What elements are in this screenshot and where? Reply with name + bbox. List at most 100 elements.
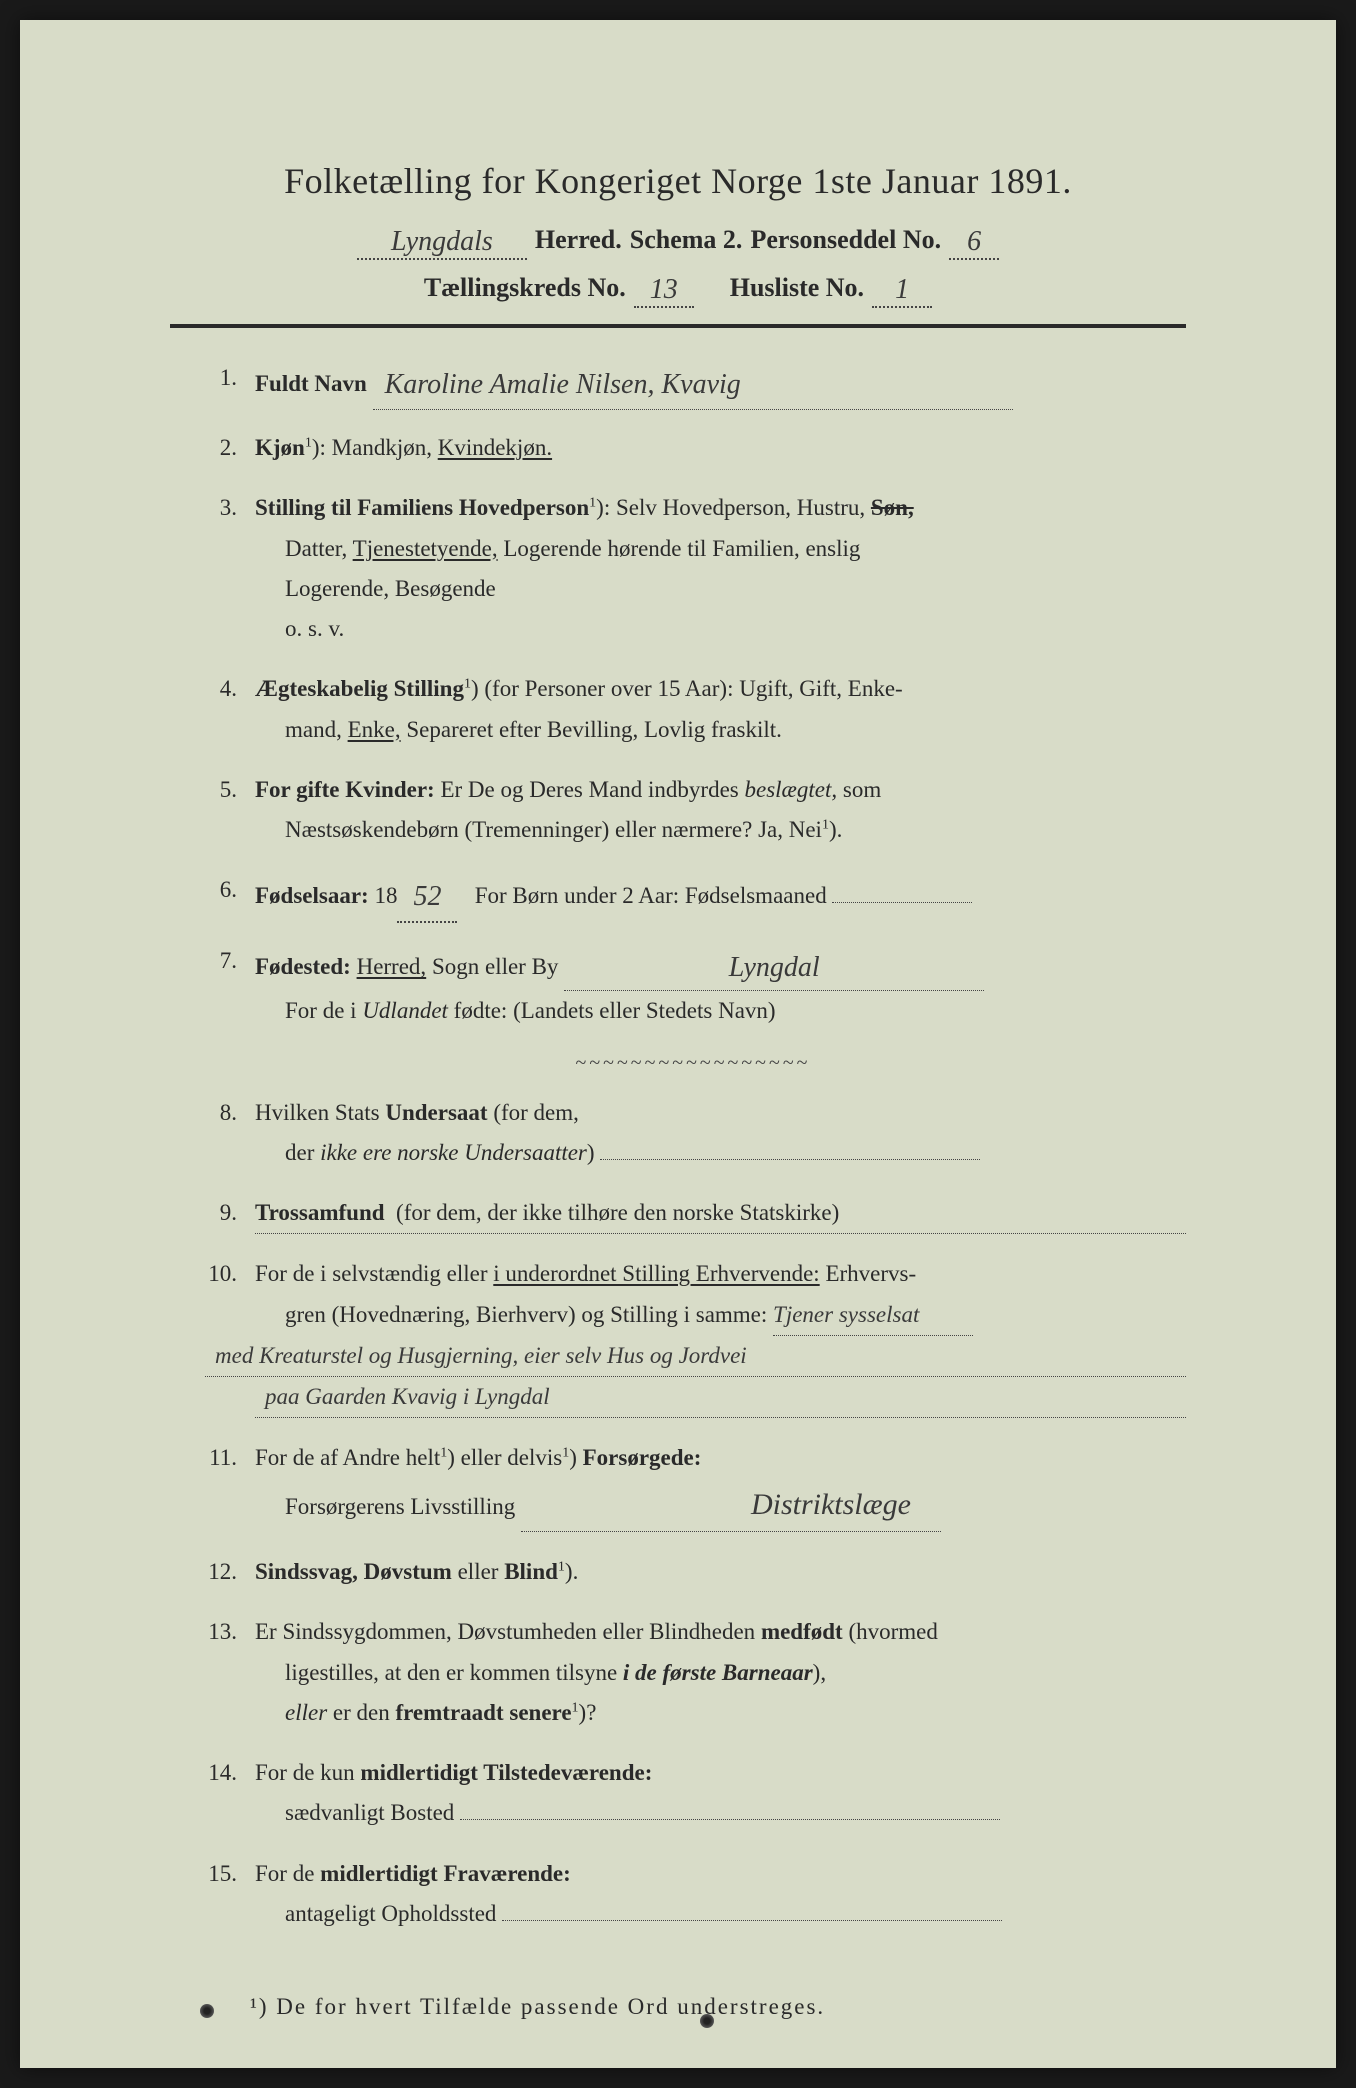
pin-hole-icon [700, 2014, 714, 2028]
item-number: 15. [200, 1854, 255, 1894]
congenital-text-c: ligestilles, at den er kommen tilsyne [285, 1660, 617, 1685]
herred-label: Herred. [535, 225, 622, 255]
state-der: der [285, 1140, 314, 1165]
married-beslaegtet: beslægtet, [744, 777, 837, 802]
occupation-hw2: med Kreaturstel og Husgjerning, eier sel… [205, 1336, 1186, 1377]
marital-text-c: Separeret efter Bevilling, Lovlig fraski… [406, 717, 782, 742]
subtitle-line-2: Tællingskreds No. 13 Husliste No. 1 [170, 272, 1186, 306]
item-body: Fødested: Herred, Sogn eller By Lyngdal … [255, 941, 1186, 1031]
occupation-text-a: For de i selvstændig eller [255, 1261, 488, 1286]
supported-text-a: For de af Andre helt [255, 1445, 440, 1470]
medfodt-label: medfødt [761, 1619, 843, 1644]
birthmonth-text: For Børn under 2 Aar: Fødselsmaaned [475, 883, 827, 908]
fullname-label: Fuldt Navn [255, 371, 367, 396]
abroad-udlandet: Udlandet [362, 998, 448, 1023]
item-8: 8. Hvilken Stats Undersaat (for dem, der… [200, 1093, 1186, 1174]
probable-residence-text: antageligt Opholdssted [285, 1901, 496, 1926]
temp-present-a: For de kun [255, 1760, 355, 1785]
religion-label: Trossamfund [255, 1200, 385, 1225]
item-number: 7. [200, 941, 255, 981]
item-number: 4. [200, 669, 255, 709]
item-number: 14. [200, 1753, 255, 1793]
provider-text: Forsørgerens Livsstilling [285, 1494, 515, 1519]
item-4: 4. Ægteskabelig Stilling1) (for Personer… [200, 669, 1186, 750]
main-title: Folketælling for Kongeriget Norge 1ste J… [170, 160, 1186, 202]
occupation-hw3: paa Gaarden Kvavig i Lyngdal [255, 1377, 1186, 1418]
husliste-label: Husliste No. [730, 273, 864, 303]
item-number: 5. [200, 770, 255, 810]
item-12: 12. Sindssvag, Døvstum eller Blind1). [200, 1552, 1186, 1592]
relation-text-c: Logerende hørende til Familien, enslig [503, 536, 860, 561]
census-form-page: Folketælling for Kongeriget Norge 1ste J… [20, 20, 1336, 2068]
husliste-number: 1 [872, 274, 932, 308]
pin-hole-icon [200, 2004, 214, 2018]
birthyear-label: Fødselsaar: [255, 883, 369, 908]
birthyear-value: 52 [397, 872, 457, 923]
senere-label: fremtraadt senere [395, 1700, 571, 1725]
herred-handwritten: Lyngdals [357, 226, 527, 260]
item-6: 6. Fødselsaar: 1852 For Børn under 2 Aar… [200, 870, 1186, 921]
birthmonth-blank [832, 902, 972, 903]
item-11: 11. For de af Andre helt1) eller delvis1… [200, 1438, 1186, 1532]
religion-blank [255, 1233, 1186, 1234]
relation-tjeneste-selected: Tjenestetyende, [353, 536, 498, 561]
item-body: Kjøn1): Mandkjøn, Kvindekjøn. [255, 428, 1186, 468]
item-body: For de kun midlertidigt Tilstedeværende:… [255, 1753, 1186, 1834]
form-items: 1. Fuldt Navn Karoline Amalie Nilsen, Kv… [170, 358, 1186, 1934]
marital-mand: mand, [285, 717, 342, 742]
item-body: Ægteskabelig Stilling1) (for Personer ov… [255, 669, 1186, 750]
item-body: For de af Andre helt1) eller delvis1) Fo… [255, 1438, 1186, 1532]
item-number: 6. [200, 870, 255, 910]
item-body: Trossamfund (for dem, der ikke tilhøre d… [255, 1193, 1186, 1234]
item-10: 10. For de i selvstændig eller i underor… [200, 1254, 1186, 1418]
sex-label: Kjøn [255, 435, 305, 460]
disability-label-a: Sindssvag, Døvstum [255, 1559, 452, 1584]
relation-osv: o. s. v. [255, 609, 1186, 649]
item-body: Er Sindssygdommen, Døvstumheden eller Bl… [255, 1612, 1186, 1733]
provider-value: Distriktslæge [521, 1479, 941, 1533]
item-body: Fuldt Navn Karoline Amalie Nilsen, Kvavi… [255, 358, 1186, 408]
supported-text-b: eller delvis [461, 1445, 563, 1470]
birthyear-prefix: 18 [374, 883, 397, 908]
underordnet-selected: i underordnet Stilling Erhvervende: [493, 1261, 819, 1286]
item-body: Sindssvag, Døvstum eller Blind1). [255, 1552, 1186, 1592]
abroad-for: For de i [285, 998, 357, 1023]
schema-label: Schema 2. [630, 225, 743, 255]
supported-label: Forsørgede: [583, 1445, 702, 1470]
personseddel-number: 6 [949, 226, 999, 260]
item-body: For de midlertidigt Fraværende: antageli… [255, 1854, 1186, 1935]
kreds-label: Tællingskreds No. [424, 273, 626, 303]
occupation-hw1: Tjener sysselsat [773, 1295, 973, 1336]
wavy-divider-1: ~~~~~~~~~~~~~~~~~ [200, 1052, 1186, 1075]
marital-text-a: (for Personer over 15 Aar): Ugift, Gift,… [484, 676, 902, 701]
religion-text: (for dem, der ikke tilhøre den norske St… [396, 1200, 839, 1225]
state-text-a: Hvilken Stats [255, 1100, 380, 1125]
barneaar-text: i de første Barneaar [623, 1660, 813, 1685]
probable-residence-blank [502, 1920, 1002, 1921]
item-9: 9. Trossamfund (for dem, der ikke tilhør… [200, 1193, 1186, 1234]
item-number: 8. [200, 1093, 255, 1133]
personseddel-label: Personseddel No. [750, 225, 941, 255]
item-number: 2. [200, 428, 255, 468]
male-option: Mandkjøn, [332, 435, 432, 460]
item-number: 9. [200, 1193, 255, 1233]
temp-absent-a: For de [255, 1861, 314, 1886]
temp-absent-label: midlertidigt Fraværende: [320, 1861, 571, 1886]
abroad-text: fødte: (Landets eller Stedets Navn) [454, 998, 776, 1023]
occupation-erhvervs: Erhvervs- [825, 1261, 916, 1286]
birthplace-value: Lyngdal [729, 952, 820, 983]
item-body: For gifte Kvinder: Er De og Deres Mand i… [255, 770, 1186, 851]
state-blank [600, 1159, 980, 1160]
item-number: 3. [200, 488, 255, 528]
item-number: 10. [200, 1254, 255, 1294]
marital-enke-selected: Enke, [348, 717, 401, 742]
herred-selected: Herred, [357, 954, 427, 979]
temp-present-label: midlertidigt Tilstedeværende: [360, 1760, 652, 1785]
relation-text-a: Selv Hovedperson, Hustru, [616, 495, 865, 520]
item-body: For de i selvstændig eller i underordnet… [255, 1254, 1186, 1418]
son-struck: Søn, [871, 495, 914, 520]
item-7: 7. Fødested: Herred, Sogn eller By Lyngd… [200, 941, 1186, 1031]
relation-label: Stilling til Familiens Hovedperson [255, 495, 589, 520]
item-13: 13. Er Sindssygdommen, Døvstumheden elle… [200, 1612, 1186, 1733]
usual-residence-blank [460, 1819, 1000, 1820]
